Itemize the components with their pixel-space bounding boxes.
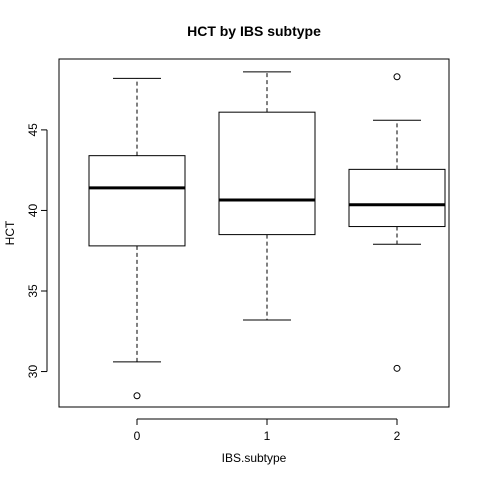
x-tick-label: 0 bbox=[134, 429, 141, 443]
boxes bbox=[88, 71, 446, 400]
outlier-point bbox=[133, 392, 141, 400]
y-tick-label: 40 bbox=[26, 203, 40, 217]
box-group-2 bbox=[348, 73, 446, 372]
chart-title: HCT by IBS subtype bbox=[187, 23, 321, 39]
y-axis: 30 35 40 45 bbox=[26, 123, 48, 379]
plot-frame bbox=[58, 58, 450, 408]
x-axis-label: IBS.subtype bbox=[222, 451, 287, 465]
outlier-point bbox=[393, 73, 401, 81]
box-iqr bbox=[218, 111, 316, 236]
y-tick-label: 45 bbox=[26, 123, 40, 137]
x-tick-label: 1 bbox=[264, 429, 271, 443]
outlier-point bbox=[393, 364, 401, 372]
box-iqr bbox=[88, 155, 186, 247]
y-tick-label: 35 bbox=[26, 284, 40, 298]
box-group-1 bbox=[218, 71, 316, 321]
x-axis: 0 1 2 bbox=[134, 418, 401, 443]
x-tick-label: 2 bbox=[394, 429, 401, 443]
y-axis-label: HCT bbox=[3, 220, 17, 245]
y-tick-label: 30 bbox=[26, 365, 40, 379]
box-iqr bbox=[348, 168, 446, 228]
box-group-0 bbox=[88, 77, 186, 400]
